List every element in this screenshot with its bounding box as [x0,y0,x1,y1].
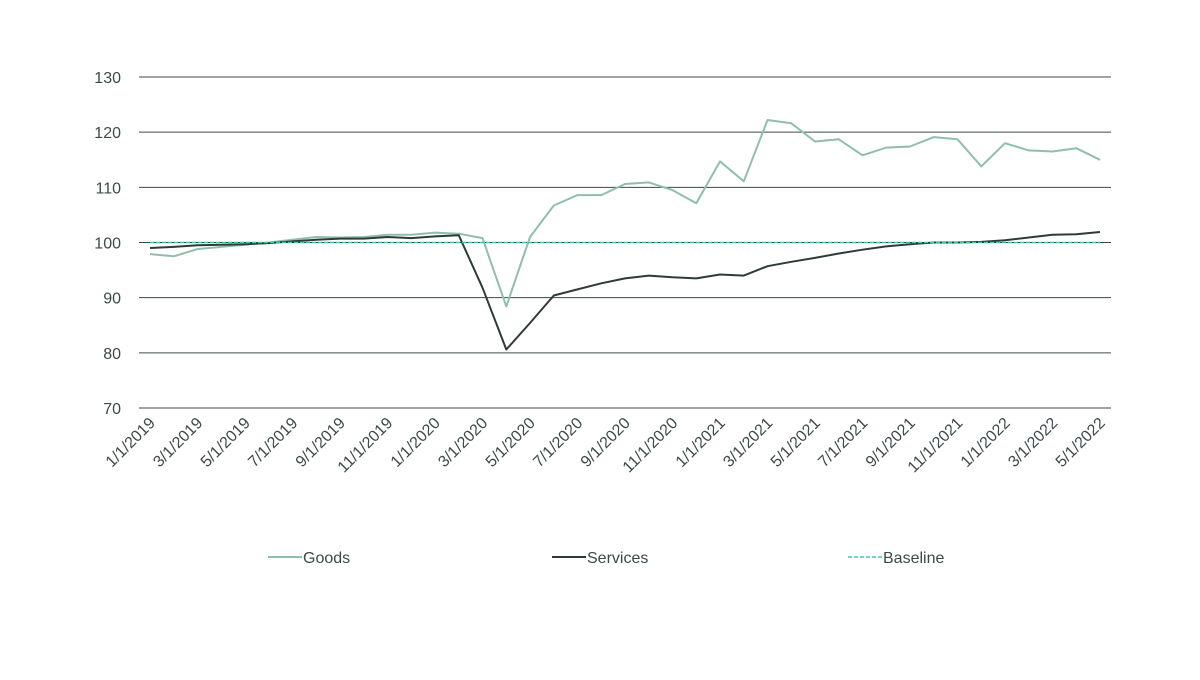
x-tick-label: 5/1/2022 [1053,415,1109,471]
y-tick-label: 130 [94,70,121,87]
x-tick-label: 1/1/2020 [388,415,444,471]
y-tick-label: 110 [95,180,121,197]
x-tick-label: 7/1/2020 [530,415,586,471]
x-tick-label: 1/1/2022 [958,415,1014,471]
x-tick-label: 3/1/2022 [1005,415,1061,471]
legend-label-services: Services [587,550,648,567]
y-tick-label: 90 [103,291,121,308]
x-tick-label: 5/1/2020 [483,415,539,471]
x-tick-label: 7/1/2019 [245,415,301,471]
x-tick-label: 3/1/2020 [435,415,491,471]
x-tick-label: 3/1/2021 [720,415,776,471]
y-tick-label: 100 [94,236,121,253]
legend: Goods Services Baseline [268,550,944,567]
x-tick-label: 7/1/2021 [815,415,871,471]
series-line-goods [149,119,1101,308]
y-tick-label: 120 [94,125,121,142]
legend-label-goods: Goods [303,550,350,567]
legend-label-baseline: Baseline [883,550,944,567]
x-tick-label: 5/1/2019 [198,415,254,471]
x-tick-label: 5/1/2021 [768,415,824,471]
y-tick-label: 70 [103,401,121,418]
x-tick-label: 1/1/2021 [673,415,729,471]
y-axis-ticks: 70 80 90 100 110 120 130 [94,70,121,418]
series-line-services [149,231,1101,351]
x-tick-label: 1/1/2019 [103,415,159,471]
y-tick-label: 80 [103,346,121,363]
x-axis-ticks: 1/1/20193/1/20195/1/20197/1/20199/1/2019… [103,415,1109,477]
series-lines [149,119,1101,351]
x-tick-label: 3/1/2019 [150,415,206,471]
